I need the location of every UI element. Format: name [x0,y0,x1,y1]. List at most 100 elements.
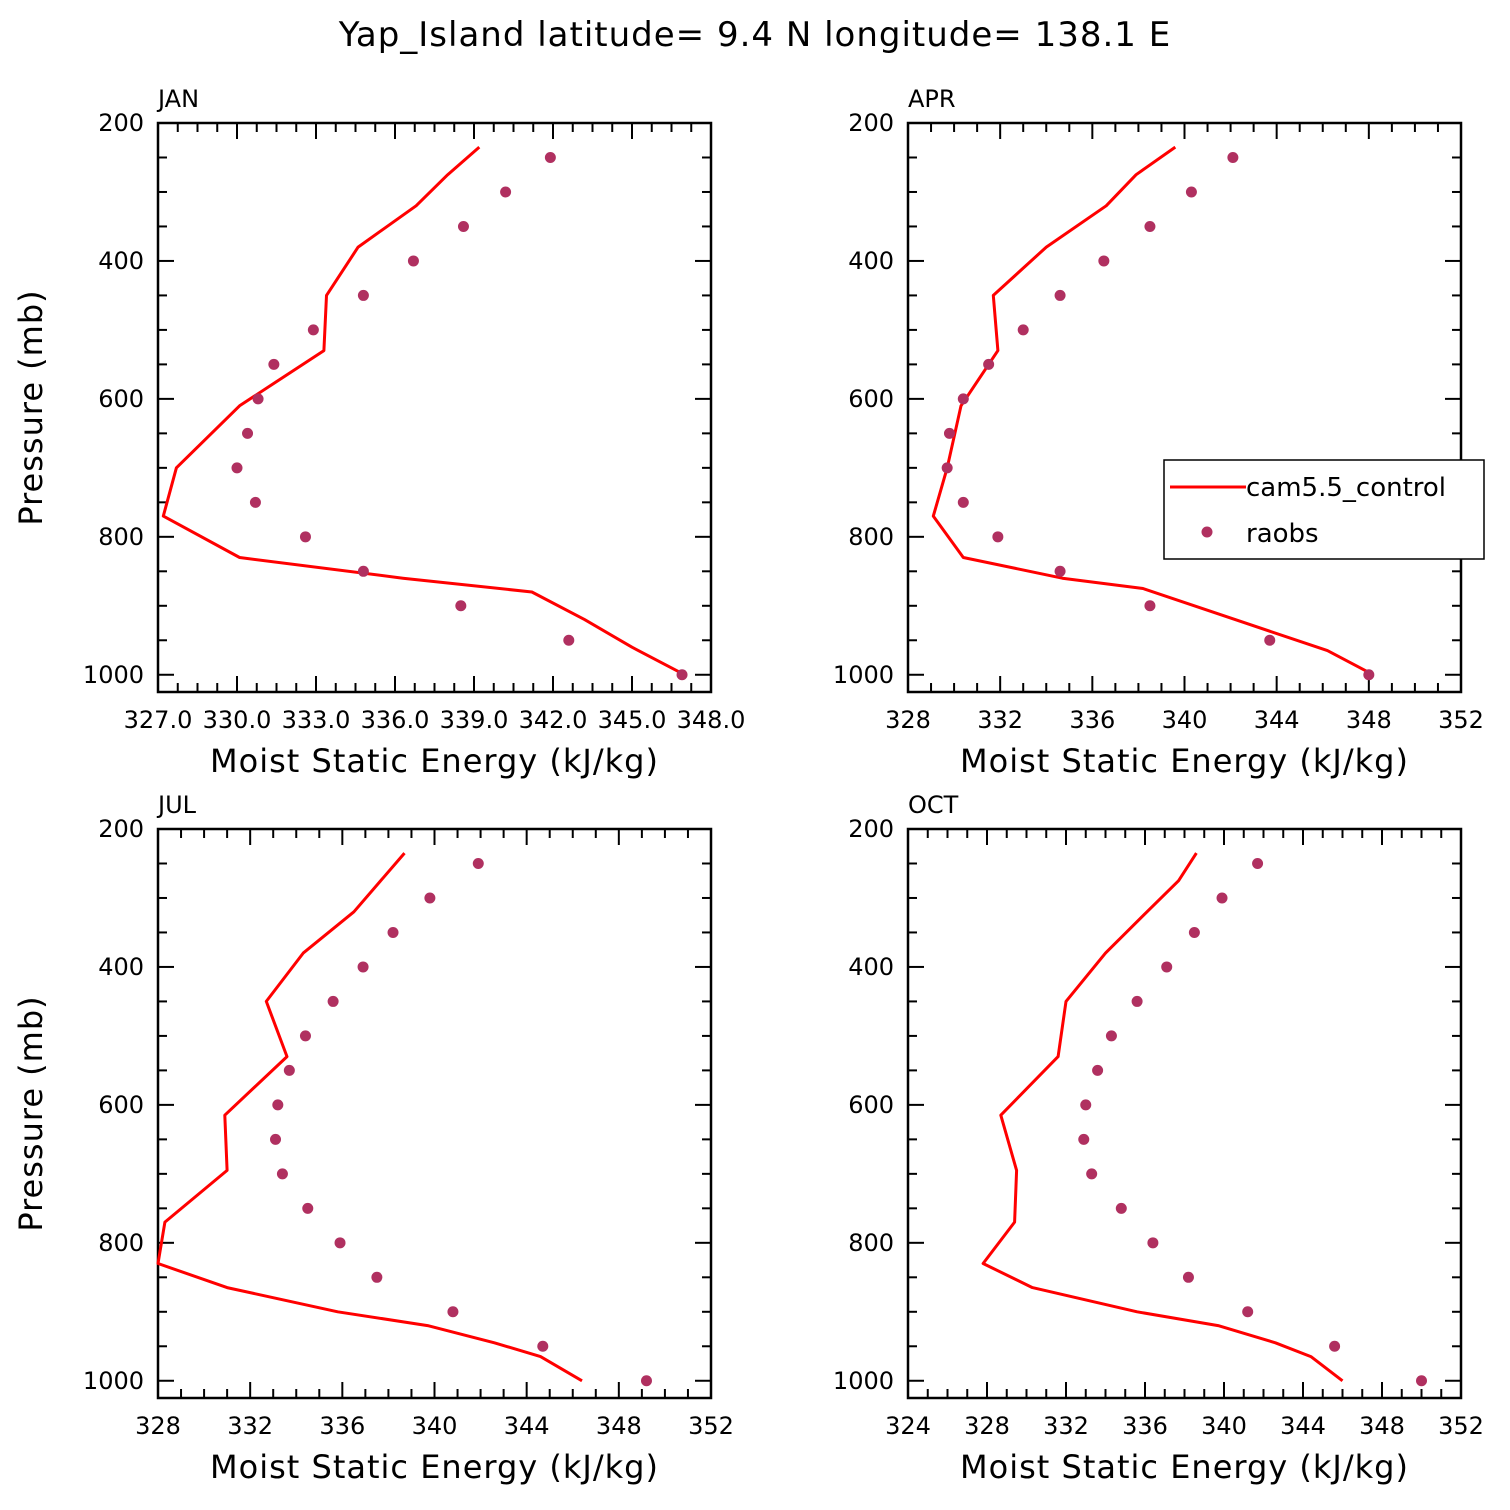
raobs-point [1416,1375,1427,1387]
raobs-point [957,393,969,405]
raobs-point [1188,926,1200,938]
y-tick-label: 800 [98,523,144,551]
y-tick-label: 1000 [833,1367,894,1395]
raobs-point [252,393,264,405]
model-profile-line [156,852,583,1383]
y-tick-label: 800 [848,1229,894,1257]
y-axis-title: Pressure (mb) [12,995,50,1231]
raobs-point [276,1168,288,1180]
x-tick-label: 333.0 [282,706,351,734]
x-tick-label: 348 [1359,1412,1405,1440]
y-tick-label: 600 [848,385,894,413]
y-tick-label: 200 [848,109,894,137]
raobs-point [943,427,955,439]
raobs-point [334,1237,346,1249]
raobs-point [1147,1237,1159,1249]
legend-dot-swatch [1201,526,1213,538]
x-tick-label: 336.0 [361,706,430,734]
raobs-point [357,565,369,577]
panel-label: APR [908,85,956,113]
x-tick-label: 348 [596,1412,642,1440]
x-tick-label: 352 [688,1412,734,1440]
raobs-point [1054,289,1066,301]
x-tick-label: 336 [1122,1412,1168,1440]
raobs-point [387,926,399,938]
model-profile-line [161,145,686,677]
raobs-point [457,220,469,232]
raobs-point [272,1099,284,1111]
x-tick-label: 332 [977,706,1023,734]
panel-jul: JUL 328 332 336 340 344 348 352 200 400 600 800 1000… [12,791,734,1486]
raobs-point [500,186,512,198]
raobs-point [407,255,419,267]
model-profile-line [981,852,1344,1382]
y-axis-title: Pressure (mb) [12,289,50,525]
raobs-point [1086,1168,1098,1180]
raobs-point [242,427,254,439]
raobs-point [1092,1064,1104,1076]
raobs-point [537,1340,549,1352]
x-tick-label: 345.0 [598,706,667,734]
raobs-point [231,462,243,474]
panel-oct: OCT 324 328 332 336 340 344 348 352 200 400 600 800 1… [833,791,1484,1486]
raobs-point [1144,220,1156,232]
x-tick-label: 327.0 [124,706,193,734]
raobs-point [268,358,280,370]
x-axis-title: Moist Static Energy (kJ/kg) [960,742,1409,780]
y-tick-label: 600 [98,385,144,413]
raobs-point [1115,1202,1127,1214]
x-axis-title: Moist Static Energy (kJ/kg) [210,1448,659,1486]
x-axis-title: Moist Static Energy (kJ/kg) [960,1448,1409,1486]
x-tick-label: 340 [1201,1412,1247,1440]
raobs-point [1252,857,1264,869]
x-tick-label: 340 [1162,706,1208,734]
raobs-point [1105,1030,1117,1042]
y-tick-label: 800 [848,523,894,551]
x-tick-label: 336 [319,1412,365,1440]
x-tick-label: 344 [1280,1412,1326,1440]
x-tick-label: 344 [504,1412,550,1440]
raobs-point [371,1271,383,1283]
raobs-point [1131,995,1143,1007]
raobs-point [1216,892,1228,904]
y-tick-label: 1000 [83,1367,144,1395]
x-tick-label: 340 [412,1412,458,1440]
y-tick-label: 1000 [83,661,144,689]
y-tick-label: 200 [848,815,894,843]
panel-label: OCT [908,791,959,819]
x-tick-label: 352 [1438,706,1484,734]
panel-apr: APR 328 332 336 340 344 348 352 200 400 600 800 1000… [833,85,1484,780]
raobs-point [1227,151,1239,163]
y-tick-label: 400 [848,953,894,981]
y-tick-label: 400 [98,953,144,981]
legend-label-model: cam5.5_control [1246,473,1446,503]
raobs-point [299,1030,311,1042]
raobs-point [327,995,339,1007]
y-tick-label: 800 [98,1229,144,1257]
panel-grid: JAN 327.0 330.0 333.0 336.0 339.0 342.0 345.0 34… [12,85,1485,1486]
raobs-point [447,1306,459,1318]
y-tick-label: 600 [98,1091,144,1119]
raobs-point [1080,1099,1092,1111]
raobs-point [1144,600,1156,612]
raobs-point [563,634,575,646]
raobs-point [1329,1340,1341,1352]
raobs-point [676,669,688,681]
y-tick-label: 200 [98,109,144,137]
x-tick-label: 328 [964,1412,1010,1440]
panel-jan: JAN 327.0 330.0 333.0 336.0 339.0 342.0 345.0 34… [12,85,745,780]
raobs-point [283,1064,295,1076]
x-tick-label: 328 [135,1412,181,1440]
raobs-point [357,289,369,301]
raobs-point [357,961,369,973]
raobs-point [640,1375,652,1387]
raobs-point [1182,1271,1194,1283]
x-tick-label: 328 [885,706,931,734]
y-tick-label: 1000 [833,661,894,689]
x-tick-label: 348 [1346,706,1392,734]
x-tick-label: 348.0 [677,706,746,734]
legend-box [1163,459,1485,560]
raobs-point [472,857,484,869]
raobs-point [1363,669,1375,681]
